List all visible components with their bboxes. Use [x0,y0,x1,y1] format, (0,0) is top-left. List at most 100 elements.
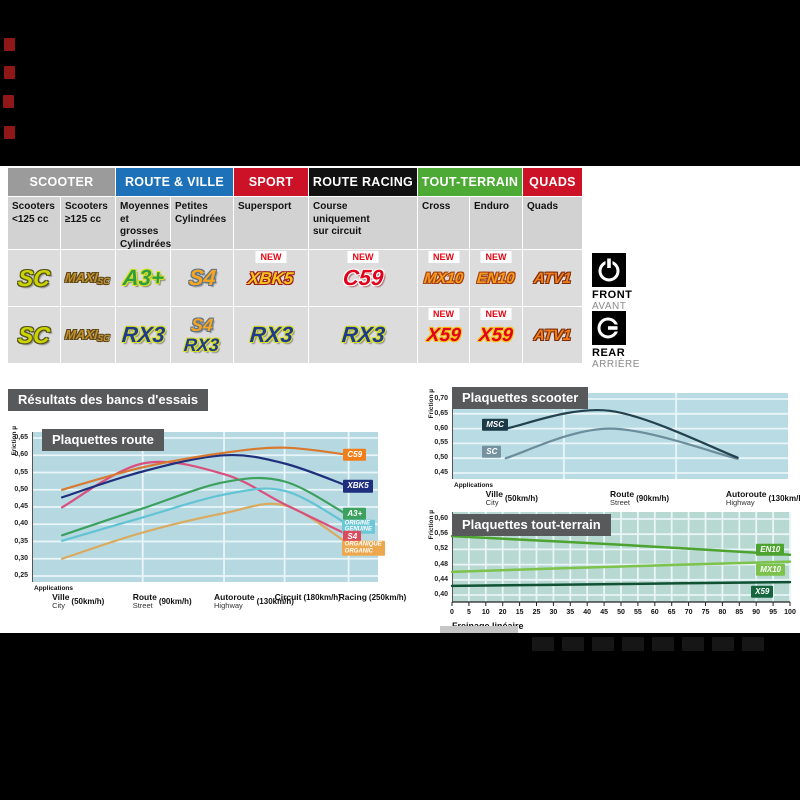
subcategory-header: Cross [418,197,469,249]
legend-mx10: MX10 [756,563,786,576]
x-axis-tick-label: 55 [633,609,642,616]
subcategory-header: Petites Cylindrées [171,197,233,249]
y-axis-tick-label: 0,48 [434,560,448,568]
y-axis-tick-label: 0,50 [14,485,28,493]
section-title: Résultats des bancs d'essais [8,389,209,411]
x-category-label: Racing (250km/h) [338,592,407,603]
product-logo-c59: C59 [341,265,385,290]
rear-axle-block: REAR ARRIÈRE [592,311,662,370]
application-table: SCOOTER ROUTE & VILLE SPORT ROUTE RACING TOU… [8,168,582,363]
top-black-banner [0,0,800,166]
legend-origine: ORIGINE GENUINE [341,519,375,534]
series-line-en10 [450,534,792,556]
front-label: FRONT [592,289,633,301]
product-logo-maxi-sc: MAXISC [64,269,111,286]
chart-title: Plaquettes tout-terrain [452,514,611,536]
rear-label: REAR [592,347,626,359]
x-category-label: Circuit (180km/h) [274,592,341,603]
subcategory-header: Scooters <125 cc [8,197,60,249]
x-category-label: Route Street (90km/h) [610,489,669,507]
chart-plaquettes-scooter: Friction µ Plaquettes scooter 0,70 0,65 0,… [424,385,800,506]
x-axis-tick-label: 75 [701,609,710,616]
y-axis-tick-label: 0,60 [434,515,448,522]
subcategory-header: Moyennes et grosses Cylindrées [116,197,171,250]
x-axis-tick-label: 35 [566,609,575,616]
series-line-origine [61,487,350,542]
product-logo-s4: S4 [187,265,217,290]
x-axis-tick-label: 15 [515,609,524,616]
category-header-tout-terrain: TOUT-TERRAIN [418,168,522,196]
product-logo-en10: EN10 [476,269,516,287]
product-logo-rx3: RX3 [120,322,166,347]
y-axis-tick-label: 0,45 [434,469,448,476]
front-product-cell: S4 [171,250,233,306]
product-logo-rx3: RX3 [183,335,221,355]
avant-label: AVANT [592,301,627,312]
legend-s4: S4 [343,530,362,544]
front-product-cell: ATV1 [523,250,582,306]
rear-product-cell: MAXISC [61,307,115,363]
rear-product-cell: RX3 [234,307,308,363]
series-line-msc [504,408,739,459]
y-axis-tick-label: 0,35 [14,537,28,545]
legend-en10: EN10 [756,543,785,556]
product-logo-x59: X59 [425,324,462,346]
new-badge: NEW [347,251,379,263]
thumbnail-image [652,637,674,651]
x-axis-caption: Applications [454,482,494,489]
front-axle-block: FRONT AVANT [592,253,662,312]
x-axis-tick-label: 70 [684,609,693,616]
chart-title: Plaquettes route [42,429,164,451]
product-logo-x59: X59 [478,324,514,346]
series-line-sc [504,427,739,460]
y-axis-tick-label: 0,25 [14,572,28,579]
new-badge: NEW [255,251,287,263]
product-logo-s4: S4 [190,315,214,335]
thumbnail-image [532,637,554,651]
arriere-label: ARRIÈRE [592,359,640,370]
bottom-black-banner [0,633,800,800]
front-product-cell: MAXISC [61,250,115,306]
chart-plaquettes-route: Friction µ Plaquettes route 0,65 0,60 0,55… [8,424,406,624]
x-axis-tick-label: 100 [784,609,796,616]
series-line-x59 [450,580,792,588]
plot-area [32,432,378,582]
category-header-route-racing: ROUTE RACING [309,168,417,196]
x-axis-tick-label: 65 [667,609,676,616]
product-logo-xbk5: XBK5 [247,268,295,288]
rear-brake-disc-icon [592,311,626,345]
x-axis-caption: Applications [34,585,74,592]
subcategory-header: Course uniquement sur circuit [309,197,417,249]
x-axis-tick-label: 0 [450,609,454,616]
y-axis-tick-label: 0,60 [434,424,448,432]
category-header-route-ville: ROUTE & VILLE [116,168,233,196]
thumbnail-image [4,38,15,51]
x-axis-tick-label: 5 [466,609,471,616]
y-axis-tick-label: 0,65 [14,434,28,441]
subcategory-header: Supersport [234,197,308,249]
rear-product-cell: ATV1 [523,307,582,363]
y-axis-tick-label: 0,45 [14,503,28,510]
x-category-label: Ville City (50km/h) [485,489,538,507]
legend-sc: SC [482,445,502,458]
x-axis-tick-label: 90 [752,609,761,616]
y-axis-tick-label: 0,55 [434,439,448,447]
thumbnail-image [742,637,764,651]
x-axis-tick-label: 95 [769,609,777,616]
rear-product-cell: RX3 [309,307,417,363]
thumbnail-image [562,637,584,651]
new-badge: NEW [480,308,512,320]
x-axis-tick-label: 85 [735,609,744,616]
front-product-cell: NEW EN10 [470,250,522,306]
category-header-quads: QUADS [523,168,582,196]
front-product-cell: SC [8,250,60,306]
x-axis-tick-label: 40 [583,609,592,616]
rear-product-cell: S4 RX3 [171,307,233,363]
front-product-cell: A3+ [116,250,170,306]
series-line-mx10 [450,560,792,574]
front-product-cell: NEW MX10 [418,250,469,306]
legend-c59: C59 [343,448,367,462]
rear-product-cell: SC [8,307,60,363]
